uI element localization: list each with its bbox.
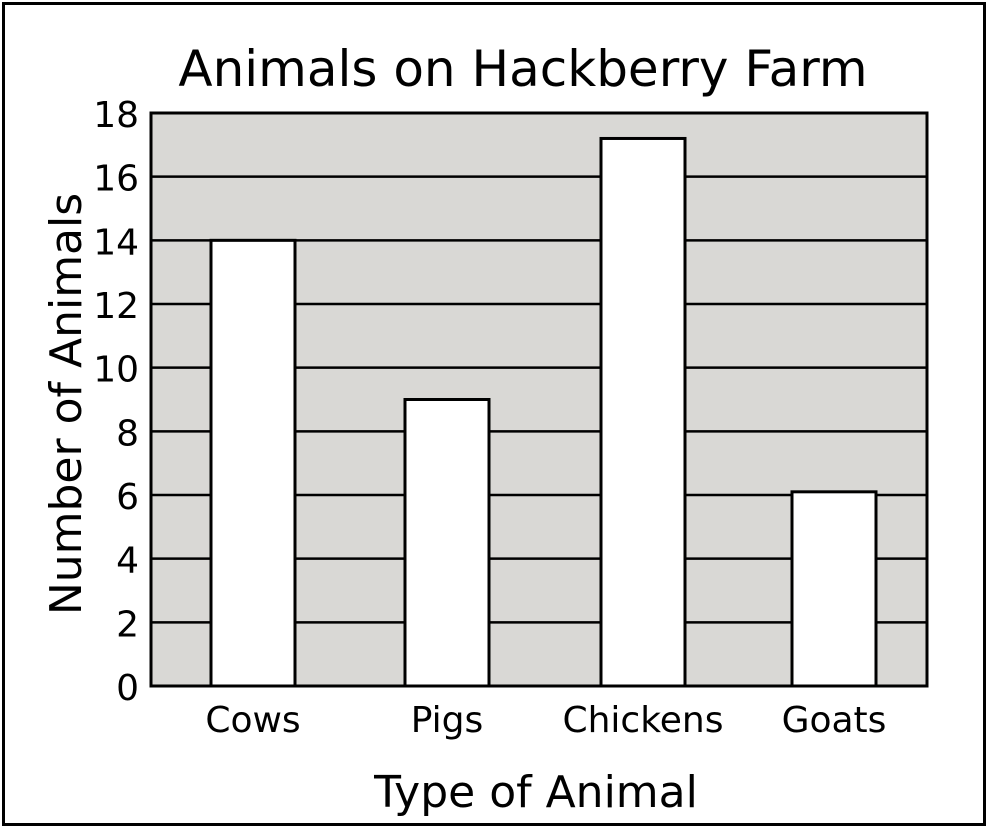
y-tick-label: 2	[116, 604, 139, 645]
bar-chart: Animals on Hackberry Farm 0 2 4 6 8 10 12 14 16 1…	[41, 40, 929, 818]
y-tick-label: 8	[116, 413, 139, 454]
bar-goats	[790, 490, 878, 688]
y-tick-label: 14	[93, 222, 139, 263]
y-tick-label: 16	[93, 159, 139, 200]
x-tick-label: Pigs	[411, 700, 484, 741]
bar-cows	[209, 238, 297, 688]
y-tick-label: 4	[116, 541, 139, 582]
plot-area: 0 2 4 6 8 10 12 14 16 18 Cows Pigs Chickens Goats	[93, 95, 929, 741]
y-tick-label: 18	[93, 95, 139, 136]
x-axis-label: Type of Animal	[373, 767, 698, 818]
y-axis-label: Number of Animals	[41, 193, 92, 615]
x-tick-label: Cows	[205, 700, 300, 741]
y-tick-label: 0	[116, 668, 139, 709]
chart-title: Animals on Hackberry Farm	[178, 40, 867, 98]
plot-border	[149, 111, 929, 688]
y-tick-label: 12	[93, 286, 139, 327]
y-tick-label: 10	[93, 350, 139, 391]
x-tick-label: Chickens	[562, 700, 723, 741]
x-tick-label: Goats	[782, 700, 887, 741]
y-tick-label: 6	[116, 477, 139, 518]
bar-chickens	[599, 136, 687, 688]
bar-pigs	[403, 398, 491, 688]
